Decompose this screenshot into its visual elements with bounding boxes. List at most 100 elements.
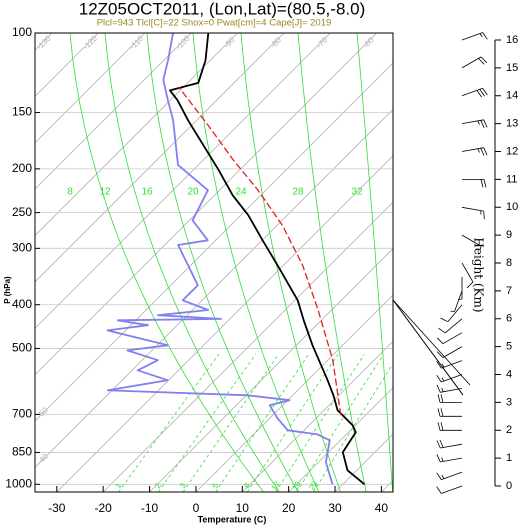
y2-tick-label: 7 (506, 285, 512, 297)
mixing-ratio-line (182, 354, 279, 492)
isotherm (35, 33, 285, 283)
x-tick-label: 40 (375, 501, 389, 515)
y-tick-label: 850 (12, 445, 32, 459)
y-axis-label: P (hPa) (3, 276, 12, 304)
x-tick-label: 10 (236, 501, 250, 515)
moist-adiabat (69, 33, 264, 492)
y2-tick-label: 13 (506, 118, 518, 130)
moist-adiabat (146, 33, 299, 492)
y2-tick-label: 0 (506, 480, 512, 492)
wind-barb (461, 32, 488, 41)
isotherm (35, 33, 146, 144)
mixing-ratio-label: 8 (242, 481, 252, 490)
moist-adiabat (104, 33, 280, 492)
y2-tick-label: 10 (506, 201, 518, 213)
wind-barb (436, 346, 463, 358)
wind-barb (436, 454, 463, 463)
y-tick-label: 200 (12, 161, 32, 175)
x-axis-label: Temperature (C) (198, 514, 267, 524)
y-tick-label: 150 (12, 105, 32, 119)
y-tick-label: 500 (12, 341, 32, 355)
moist-adiabat (356, 33, 393, 492)
y2-tick-label: 1 (506, 452, 512, 464)
mixing-ratio-line (296, 354, 384, 492)
y2-tick-label: 6 (506, 313, 512, 325)
connector-line (392, 299, 471, 386)
isotherm (35, 33, 377, 376)
wind-barb (461, 87, 488, 98)
sounding-line (178, 87, 342, 416)
moist-adiabat (192, 33, 320, 492)
y2-tick-label: 8 (506, 257, 512, 269)
wind-barb (461, 147, 488, 156)
connector-line (392, 299, 464, 396)
y-tick-label: 100 (12, 25, 32, 39)
y2-tick-label: 16 (506, 34, 518, 46)
wind-barb (438, 318, 463, 334)
plot-frame (34, 32, 394, 493)
moist-adiabat-label: 24 (235, 187, 247, 198)
x-tick-label: -30 (48, 501, 66, 515)
chart-subtitle: Plcl=943 Tlcl[C]=22 Shox=0 Pwat[cm]=4 Ca… (97, 18, 332, 29)
wind-barb (436, 360, 463, 369)
wind-barb (437, 394, 462, 403)
wind-barb (437, 408, 462, 417)
wind-barb (461, 206, 485, 220)
wind-barb (461, 119, 488, 128)
mixing-ratio-line (215, 354, 310, 492)
isotherm (35, 62, 393, 422)
isotherm (195, 294, 393, 492)
y2-tick-label: 9 (506, 229, 512, 241)
moist-adiabat-label: 16 (141, 187, 153, 198)
wind-barb (437, 422, 462, 431)
y2-tick-label: 12 (506, 145, 518, 157)
wind-barb (457, 276, 463, 301)
y-tick-label: 1000 (5, 476, 32, 490)
y2-tick-label: 3 (506, 396, 512, 408)
mixing-ratio-label: 5 (210, 481, 220, 490)
isotherm (35, 33, 331, 329)
x-tick-label: 30 (328, 501, 342, 515)
x-tick-label: 0 (193, 501, 200, 515)
wind-barb (462, 179, 487, 188)
moist-adiabat-label: 20 (187, 187, 199, 198)
mixing-ratio-label: 3 (178, 481, 188, 490)
moist-adiabat-label: 12 (99, 187, 111, 198)
y2-tick-label: 15 (506, 62, 518, 74)
moist-adiabat-label: 28 (292, 187, 304, 198)
wind-barb (461, 234, 482, 251)
isotherm (102, 201, 393, 492)
y-tick-label: 400 (12, 297, 32, 311)
y2-axis-label: Height (Km) (472, 237, 486, 312)
y-tick-label: 250 (12, 205, 32, 219)
isotherm (56, 155, 393, 492)
plot-traces (106, 33, 366, 485)
y2-tick-label: 4 (506, 368, 512, 380)
mixing-ratio-label: 1 (113, 481, 123, 490)
wind-barb (461, 56, 488, 69)
y2-tick-label: 5 (506, 341, 512, 353)
y-tick-label: 300 (12, 241, 32, 255)
moist-adiabat-label: 8 (67, 187, 73, 198)
mixing-ratio-line (118, 354, 220, 492)
sounding-line (106, 33, 334, 485)
wind-barb (461, 262, 474, 289)
wind-barb (436, 471, 463, 480)
x-tick-label: -20 (94, 501, 112, 515)
isotherm (149, 247, 393, 492)
wind-barb (450, 290, 463, 312)
x-tick-label: -10 (141, 501, 159, 515)
y-tick-label: 700 (12, 407, 32, 421)
moist-adiabat-label: 32 (351, 187, 363, 198)
sounding-line (169, 33, 366, 485)
wind-barb (436, 485, 463, 494)
isotherm (35, 33, 238, 237)
wind-barb (440, 304, 463, 323)
isotherm (35, 33, 192, 190)
isotherm (288, 387, 393, 492)
y2-tick-label: 14 (506, 90, 518, 102)
wind-barb (436, 384, 463, 393)
y2-tick-label: 11 (506, 173, 517, 185)
